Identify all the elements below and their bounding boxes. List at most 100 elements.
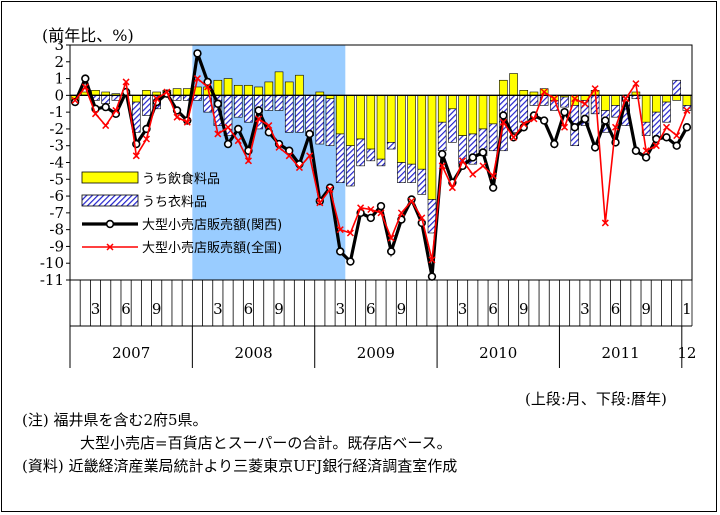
point-national-50 <box>581 100 589 108</box>
point-national-10 <box>173 113 181 121</box>
bar-clothing-7 <box>142 95 151 116</box>
point-national-x2-36 <box>438 162 446 170</box>
bar-food-27 <box>346 95 355 147</box>
point-kansai-51 <box>590 143 600 152</box>
point-kansai-26 <box>336 247 345 256</box>
point-national-48 <box>561 123 569 131</box>
x-month-label-29: 6 <box>366 300 376 318</box>
point-national-x2-42 <box>499 118 507 126</box>
bar-clothing-3 <box>101 95 110 105</box>
point-national-56 <box>642 147 650 155</box>
legend-marker-b-3 <box>106 243 114 251</box>
bar-food-6 <box>132 95 141 103</box>
point-kansai-14 <box>213 99 223 108</box>
x-month-label-26: 3 <box>335 300 345 318</box>
bar-clothing-33 <box>407 163 416 183</box>
bar-clothing-24 <box>315 95 325 145</box>
point-national-x2-40 <box>479 162 487 170</box>
x-year-label-2009: 2009 <box>357 344 395 362</box>
y-tick-label--10: -10 <box>40 254 64 272</box>
point-national-33 <box>408 197 416 205</box>
point-national-6 <box>132 152 140 160</box>
bar-clothing-31 <box>386 142 396 150</box>
x-month-label-14: 3 <box>213 300 223 318</box>
bar-food-44 <box>519 90 529 96</box>
bar-food-58 <box>662 95 671 103</box>
point-national-36 <box>438 162 446 170</box>
bar-food-31 <box>386 95 396 143</box>
point-national-x2-7 <box>142 135 151 143</box>
point-national-x2-14 <box>214 130 222 138</box>
point-kansai-50 <box>580 114 590 124</box>
bar-food-17 <box>244 84 253 96</box>
point-national-x2-46 <box>540 88 548 96</box>
x-month-label-38: 3 <box>458 300 468 318</box>
point-national-x2-37 <box>448 184 456 192</box>
point-national-9 <box>163 88 171 96</box>
legend-label-0: うち飲食料品 <box>142 171 220 187</box>
point-kansai-12 <box>193 49 202 58</box>
point-national-x2-10 <box>173 113 181 121</box>
point-national-x2-35 <box>428 256 436 264</box>
x-month-label-53: 6 <box>611 300 621 318</box>
point-national-x2-24 <box>316 199 324 207</box>
point-national-x2-52 <box>601 219 609 227</box>
point-national-51 <box>591 85 599 93</box>
point-national-3 <box>102 122 110 130</box>
bar-clothing-29 <box>366 148 376 162</box>
point-national-54 <box>622 95 630 103</box>
point-kansai-36 <box>437 149 447 159</box>
y-tick-label--4: -4 <box>49 154 64 172</box>
point-kansai-0 <box>70 97 80 107</box>
point-kansai-33 <box>407 195 416 204</box>
point-kansai-48 <box>560 107 569 117</box>
point-national-x2-59 <box>673 132 681 140</box>
point-national-19 <box>265 122 273 130</box>
point-national-x2-5 <box>122 78 130 86</box>
y-tick-label--5: -5 <box>49 170 64 188</box>
y-tick-label--1: -1 <box>49 103 64 121</box>
point-kansai-52 <box>601 116 610 125</box>
point-national-59 <box>673 132 681 140</box>
x-year-label-12: 12 <box>677 344 696 362</box>
bar-food-36 <box>437 95 447 123</box>
point-kansai-60 <box>682 123 692 132</box>
y-tick-label--7: -7 <box>49 204 64 222</box>
point-national-x2-53 <box>611 123 620 131</box>
point-national-22 <box>295 164 303 172</box>
point-national-11 <box>183 118 191 126</box>
point-national-47 <box>550 95 558 103</box>
bar-food-32 <box>397 95 406 163</box>
point-kansai-47 <box>550 139 559 149</box>
y-tick-label-0: 0 <box>54 86 64 104</box>
legend-label-2: 大型小売店販売額(関西) <box>142 217 282 233</box>
point-kansai-46 <box>539 116 549 125</box>
point-national-x2-60 <box>683 106 691 114</box>
point-national-x2-39 <box>469 170 477 178</box>
bar-food-22 <box>295 74 304 96</box>
y-tick-label-2: 2 <box>54 53 64 71</box>
legend-label-1: うち衣料品 <box>142 194 207 210</box>
bar-food-34 <box>417 95 427 170</box>
bar-food-38 <box>458 95 467 136</box>
y-tick-label--6: -6 <box>49 187 64 205</box>
bar-food-43 <box>509 73 518 96</box>
point-kansai-15 <box>223 139 233 149</box>
point-national-23 <box>306 152 314 160</box>
point-national-39 <box>469 170 477 178</box>
point-national-x2-27 <box>346 229 354 237</box>
point-national-x2-45 <box>530 115 538 123</box>
point-kansai-13 <box>203 77 212 87</box>
point-national-x2-8 <box>153 95 161 103</box>
point-kansai-1 <box>81 74 90 83</box>
x-month-label-20: 9 <box>274 300 284 318</box>
bar-food-39 <box>468 95 478 135</box>
point-national-18 <box>255 115 263 123</box>
x-month-label-32: 9 <box>397 300 407 318</box>
bar-food-60 <box>682 95 692 106</box>
point-national-x2-16 <box>234 137 242 145</box>
y-tick-label--9: -9 <box>49 237 64 255</box>
point-kansai-35 <box>427 272 437 281</box>
point-national-24 <box>316 199 324 207</box>
point-national-44 <box>520 120 528 128</box>
